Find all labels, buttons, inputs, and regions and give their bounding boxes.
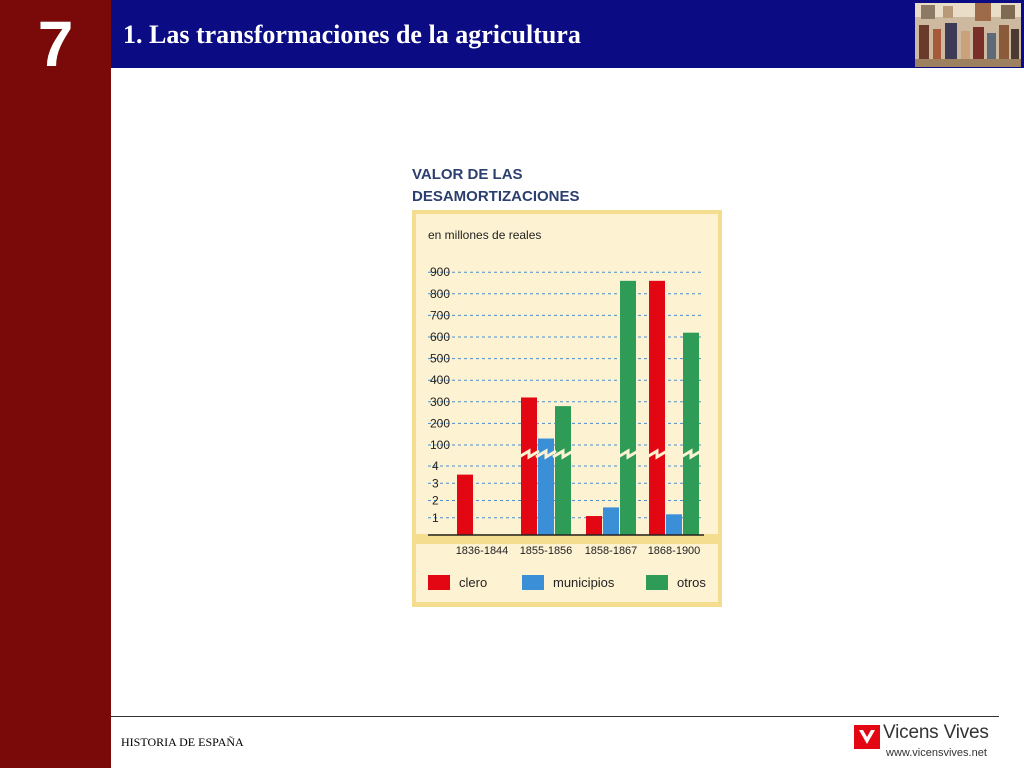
- legend-label-municipios: municipios: [553, 575, 615, 590]
- y-tick-label: 2: [432, 494, 439, 508]
- x-tick-label: 1855-1856: [520, 545, 573, 557]
- legend-swatch-clero: [428, 575, 450, 590]
- bar-municipios-1855-1856: [538, 438, 554, 535]
- y-axis-label: en millones de reales: [428, 228, 541, 242]
- x-tick-label: 1858-1867: [585, 545, 638, 557]
- y-tick-label: 700: [430, 308, 450, 322]
- x-tick-label: 1836-1844: [456, 545, 509, 557]
- x-tick-label: 1868-1900: [648, 545, 701, 557]
- footer-book-title: HISTORIA DE ESPAÑA: [121, 735, 244, 749]
- bar-clero-1836-1844: [457, 474, 473, 535]
- y-tick-label: 4: [432, 459, 439, 473]
- header-illustration: [915, 3, 1021, 67]
- chapter-number: 7: [37, 8, 74, 80]
- y-tick-label: 300: [430, 395, 450, 409]
- legend-panel: [416, 544, 718, 602]
- bar-otros-1858-1867: [620, 280, 636, 535]
- axis-break-mark: [617, 448, 639, 460]
- bar-municipios-1858-1867: [603, 507, 619, 535]
- sidebar: 7: [0, 0, 111, 768]
- brand-url: www.vicensvives.net: [886, 747, 987, 759]
- axis-break-mark: [680, 448, 702, 460]
- bar-clero-1855-1856: [521, 397, 537, 535]
- y-tick-label: 200: [430, 416, 450, 430]
- bar-clero-1868-1900: [649, 280, 665, 535]
- page-title: 1. Las transformaciones de la agricultur…: [123, 20, 581, 49]
- y-tick-label: 400: [430, 373, 450, 387]
- chart-title-line-1: VALOR DE LAS: [412, 166, 523, 183]
- axis-break-mark: [518, 448, 540, 460]
- vicens-vives-logo-icon: [854, 725, 880, 749]
- y-tick-label: 600: [430, 330, 450, 344]
- axis-break-mark: [646, 448, 668, 460]
- legend-label-clero: clero: [459, 575, 487, 590]
- y-tick-label: 900: [430, 265, 450, 279]
- axis-break-mark: [535, 448, 557, 460]
- y-tick-label: 3: [432, 476, 439, 490]
- bar-clero-1858-1867: [586, 516, 602, 535]
- legend-swatch-municipios: [522, 575, 544, 590]
- chart-title: VALOR DE LAS DESAMORTIZACIONES: [412, 164, 652, 208]
- legend-label-otros: otros: [677, 575, 706, 590]
- y-tick-label: 500: [430, 352, 450, 366]
- chart-title-line-2: DESAMORTIZACIONES: [412, 188, 580, 205]
- axis-break-mark: [552, 448, 574, 460]
- header-bar: 1. Las transformaciones de la agricultur…: [111, 0, 1024, 68]
- bar-chart: en millones de reales 1 2 3 4 100 200 300 400 50…: [412, 210, 722, 607]
- footer-divider: [111, 716, 999, 717]
- bar-otros-1868-1900: [683, 332, 699, 535]
- y-tick-label: 100: [430, 438, 450, 452]
- y-tick-label: 1: [432, 511, 439, 525]
- brand-name: Vicens Vives: [883, 722, 989, 743]
- y-tick-label: 800: [430, 287, 450, 301]
- bar-municipios-1868-1900: [666, 514, 682, 535]
- bar-otros-1855-1856: [555, 406, 571, 535]
- legend-swatch-otros: [646, 575, 668, 590]
